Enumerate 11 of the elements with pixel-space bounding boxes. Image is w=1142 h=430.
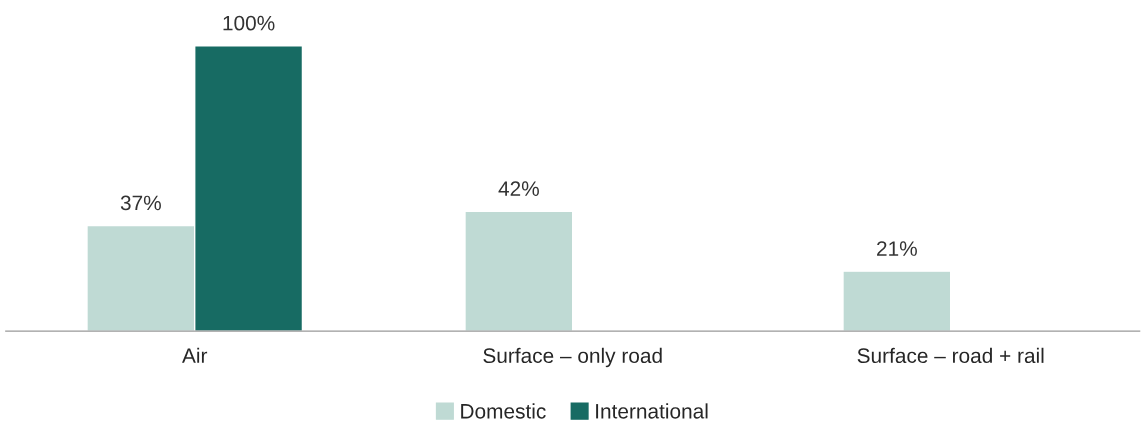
data-label: 42% — [498, 181, 539, 196]
data-label: 21% — [877, 241, 917, 256]
bar — [464, 210, 574, 332]
x-tick-label: Surface – road + rail — [857, 347, 1044, 364]
data-label: 37% — [120, 195, 161, 211]
x-tick-label: Air — [182, 347, 208, 363]
x-tick-label: Surface – only road — [483, 347, 662, 368]
legend-label: International — [596, 403, 708, 419]
legend-label: Domestic — [461, 403, 546, 419]
data-label: 100% — [223, 15, 275, 31]
bar — [842, 270, 952, 332]
